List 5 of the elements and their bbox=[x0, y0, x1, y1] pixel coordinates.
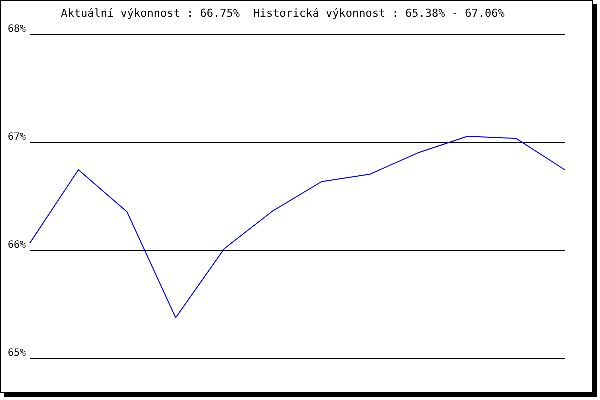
y-tick-label: 65% bbox=[8, 348, 26, 359]
y-tick-label: 68% bbox=[8, 24, 26, 35]
y-tick-label: 66% bbox=[8, 240, 26, 251]
y-tick-label: 67% bbox=[8, 132, 26, 143]
chart-title: Aktuální výkonnost : 66.75% Historická výkonnost : 65.38% - 67.06% bbox=[61, 7, 506, 20]
